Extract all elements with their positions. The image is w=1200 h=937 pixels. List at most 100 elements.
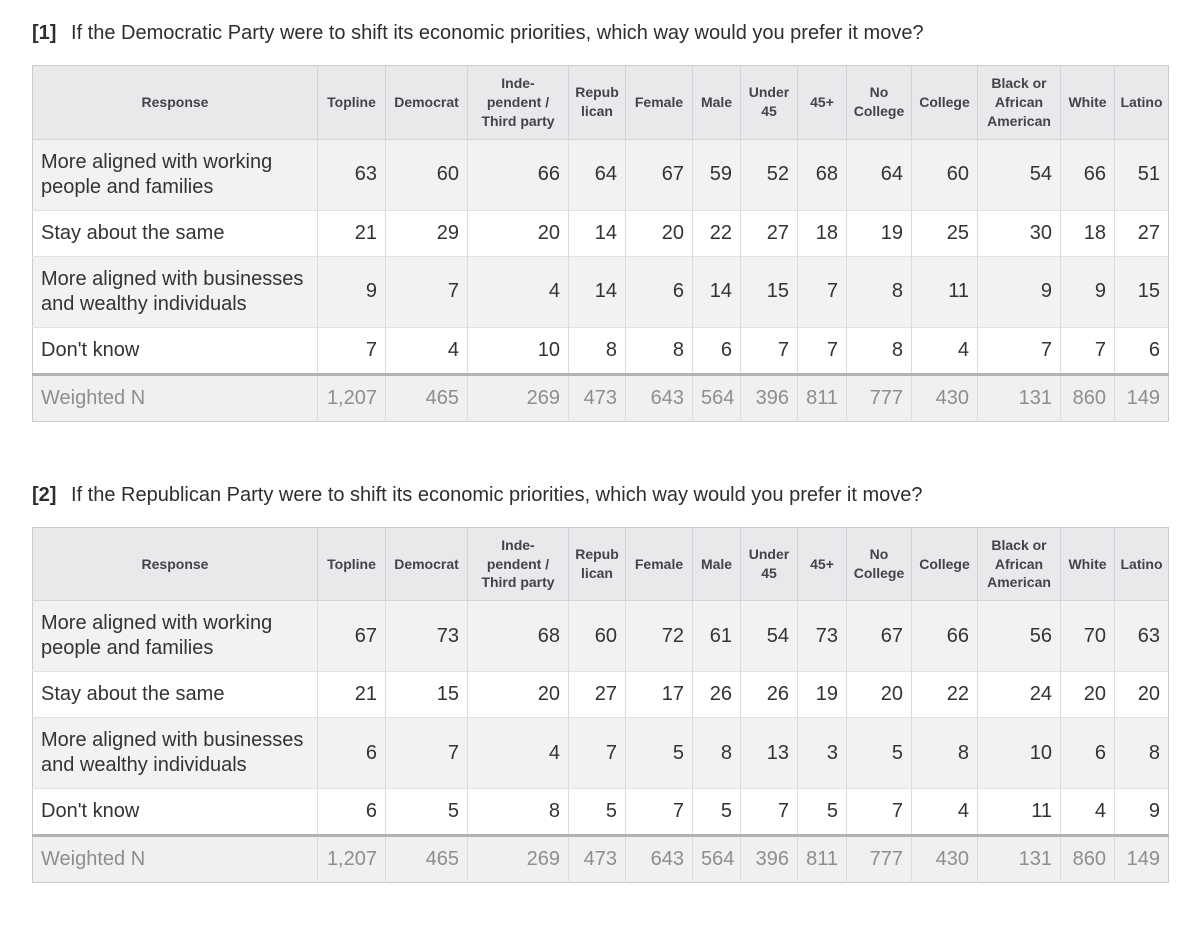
data-cell-topline: 7 bbox=[317, 326, 386, 375]
weighted-n-row: Weighted N 1,207 465 269 473 643 564 396 811 777 4… bbox=[32, 372, 1169, 422]
column-header-under-45: Under 45 bbox=[740, 527, 798, 602]
data-cell-black-african-american: 54 bbox=[977, 138, 1061, 211]
data-cell-no-college: 8 bbox=[846, 255, 912, 328]
data-cell-male: 8 bbox=[692, 717, 741, 789]
weighted-n-cell-republican: 473 bbox=[568, 834, 626, 883]
column-header-response: Response bbox=[32, 527, 318, 602]
data-cell-independent-third-party: 20 bbox=[467, 209, 569, 257]
data-cell-white: 9 bbox=[1060, 255, 1115, 328]
question-title-2: [2] If the Republican Party were to shif… bbox=[32, 482, 1168, 508]
column-header-republican: Repub lican bbox=[568, 527, 626, 602]
data-cell-female: 7 bbox=[625, 788, 693, 836]
data-cell-under-45: 15 bbox=[740, 255, 798, 328]
question-number: [1] bbox=[32, 22, 57, 44]
column-header-response: Response bbox=[32, 65, 318, 140]
weighted-n-cell-independent-third-party: 269 bbox=[467, 834, 569, 883]
header-row: Response Topline Democrat Inde- pendent / T… bbox=[32, 527, 1169, 602]
column-header-independent-third-party: Inde- pendent / Third party bbox=[467, 527, 569, 602]
data-cell-topline: 21 bbox=[317, 671, 386, 718]
page: [1] If the Democratic Party were to shif… bbox=[32, 20, 1169, 884]
column-header-topline: Topline bbox=[317, 65, 386, 140]
response-cell: Stay about the same bbox=[32, 671, 318, 718]
data-cell-independent-third-party: 4 bbox=[467, 255, 569, 328]
weighted-n-cell-democrat: 465 bbox=[385, 834, 468, 883]
weighted-n-cell-black-african-american: 131 bbox=[977, 372, 1061, 422]
data-cell-latino: 63 bbox=[1114, 600, 1169, 672]
column-header-republican: Repub lican bbox=[568, 65, 626, 140]
column-header-under-45: Under 45 bbox=[740, 65, 798, 140]
data-cell-republican: 5 bbox=[568, 788, 626, 836]
table-row: Don't know 6 5 8 5 7 5 7 5 7 4 11 4 9 bbox=[32, 788, 1169, 836]
data-cell-democrat: 15 bbox=[385, 671, 468, 718]
column-header-black-african-american: Black or African American bbox=[977, 527, 1061, 602]
data-cell-black-african-american: 56 bbox=[977, 600, 1061, 672]
column-header-topline: Topline bbox=[317, 527, 386, 602]
column-header-democrat: Democrat bbox=[385, 527, 468, 602]
data-cell-republican: 14 bbox=[568, 255, 626, 328]
column-header-male: Male bbox=[692, 527, 741, 602]
question-title-1: [1] If the Democratic Party were to shif… bbox=[32, 20, 1168, 46]
data-cell-college: 60 bbox=[911, 138, 978, 211]
column-header-latino: Latino bbox=[1114, 65, 1169, 140]
data-cell-male: 61 bbox=[692, 600, 741, 672]
column-header-45-plus: 45+ bbox=[797, 65, 847, 140]
data-cell-white: 18 bbox=[1060, 209, 1115, 257]
data-cell-independent-third-party: 66 bbox=[467, 138, 569, 211]
crosstab-table-democratic-party: Response Topline Democrat Inde- pendent / T… bbox=[32, 65, 1169, 422]
data-cell-black-african-american: 30 bbox=[977, 209, 1061, 257]
data-cell-topline: 21 bbox=[317, 209, 386, 257]
column-header-independent-third-party: Inde- pendent / Third party bbox=[467, 65, 569, 140]
weighted-n-cell-white: 860 bbox=[1060, 372, 1115, 422]
data-cell-no-college: 19 bbox=[846, 209, 912, 257]
data-cell-under-45: 54 bbox=[740, 600, 798, 672]
column-header-45-plus: 45+ bbox=[797, 527, 847, 602]
weighted-n-cell-45-plus: 811 bbox=[797, 372, 847, 422]
data-cell-no-college: 64 bbox=[846, 138, 912, 211]
column-header-black-african-american: Black or African American bbox=[977, 65, 1061, 140]
data-cell-under-45: 27 bbox=[740, 209, 798, 257]
weighted-n-cell-under-45: 396 bbox=[740, 834, 798, 883]
table-row: Stay about the same 21 15 20 27 17 26 26 19 20 22 2… bbox=[32, 671, 1169, 718]
weighted-n-cell-latino: 149 bbox=[1114, 372, 1169, 422]
weighted-n-cell-45-plus: 811 bbox=[797, 834, 847, 883]
data-cell-female: 72 bbox=[625, 600, 693, 672]
data-cell-democrat: 4 bbox=[385, 326, 468, 375]
data-cell-male: 14 bbox=[692, 255, 741, 328]
data-cell-45-plus: 7 bbox=[797, 326, 847, 375]
data-cell-black-african-american: 9 bbox=[977, 255, 1061, 328]
column-header-no-college: No College bbox=[846, 65, 912, 140]
data-cell-college: 25 bbox=[911, 209, 978, 257]
data-cell-45-plus: 68 bbox=[797, 138, 847, 211]
data-cell-latino: 15 bbox=[1114, 255, 1169, 328]
data-cell-male: 5 bbox=[692, 788, 741, 836]
data-cell-white: 7 bbox=[1060, 326, 1115, 375]
weighted-n-cell-college: 430 bbox=[911, 834, 978, 883]
data-cell-college: 66 bbox=[911, 600, 978, 672]
data-cell-democrat: 5 bbox=[385, 788, 468, 836]
data-cell-female: 20 bbox=[625, 209, 693, 257]
data-cell-democrat: 60 bbox=[385, 138, 468, 211]
weighted-n-cell-topline: 1,207 bbox=[317, 834, 386, 883]
table-row: More aligned with businesses and wealthy… bbox=[32, 717, 1169, 789]
data-cell-black-african-american: 11 bbox=[977, 788, 1061, 836]
data-cell-democrat: 29 bbox=[385, 209, 468, 257]
column-header-no-college: No College bbox=[846, 527, 912, 602]
data-cell-latino: 9 bbox=[1114, 788, 1169, 836]
data-cell-white: 4 bbox=[1060, 788, 1115, 836]
data-cell-45-plus: 19 bbox=[797, 671, 847, 718]
weighted-n-cell-topline: 1,207 bbox=[317, 372, 386, 422]
question-number: [2] bbox=[32, 483, 57, 506]
data-cell-45-plus: 18 bbox=[797, 209, 847, 257]
data-cell-topline: 6 bbox=[317, 788, 386, 836]
weighted-n-cell-female: 643 bbox=[625, 834, 693, 883]
weighted-n-row: Weighted N 1,207 465 269 473 643 564 396 811 777 4… bbox=[32, 834, 1169, 883]
data-cell-under-45: 7 bbox=[740, 326, 798, 375]
data-cell-no-college: 67 bbox=[846, 600, 912, 672]
weighted-n-cell-white: 860 bbox=[1060, 834, 1115, 883]
data-cell-college: 22 bbox=[911, 671, 978, 718]
response-cell: More aligned with working people and fam… bbox=[32, 138, 318, 211]
data-cell-latino: 27 bbox=[1114, 209, 1169, 257]
data-cell-male: 59 bbox=[692, 138, 741, 211]
question-block-2: [2] If the Republican Party were to shif… bbox=[32, 482, 1169, 884]
data-cell-no-college: 7 bbox=[846, 788, 912, 836]
